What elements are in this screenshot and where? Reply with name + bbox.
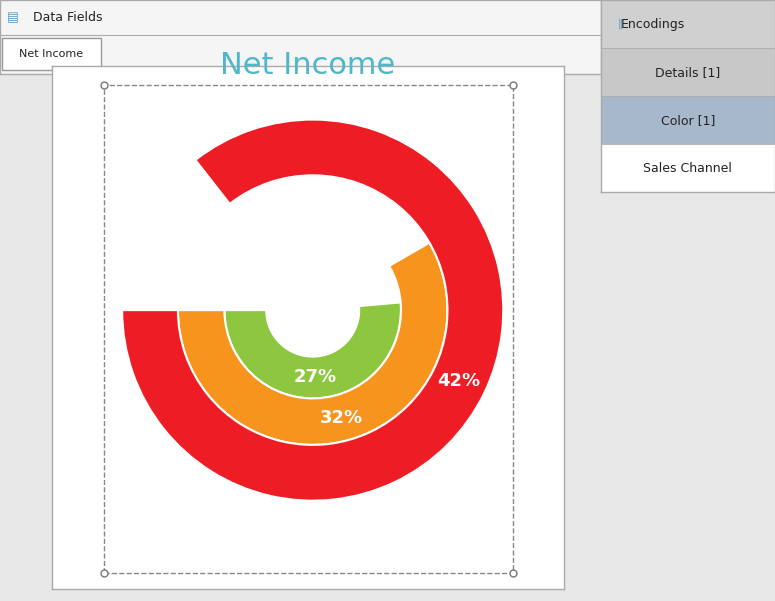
Text: 42%: 42% (437, 373, 480, 391)
Text: ▤: ▤ (7, 11, 19, 24)
Text: 32%: 32% (320, 409, 363, 427)
Text: Net Income: Net Income (19, 49, 84, 59)
Bar (601, 48, 775, 96)
Bar (601, 96, 775, 144)
Bar (104, 85, 512, 573)
Text: ‖: ‖ (618, 19, 624, 29)
Text: Data Fields: Data Fields (33, 11, 102, 24)
Wedge shape (225, 302, 401, 398)
Text: Net Income: Net Income (220, 51, 396, 80)
Bar (601, 144, 775, 192)
FancyBboxPatch shape (2, 38, 101, 70)
Wedge shape (122, 120, 503, 501)
Text: Encodings: Encodings (621, 17, 685, 31)
Text: Color [1]: Color [1] (660, 114, 715, 127)
Bar (601, 0, 775, 48)
Text: 27%: 27% (294, 368, 337, 386)
Text: Details [1]: Details [1] (655, 66, 721, 79)
Text: Sales Channel: Sales Channel (643, 162, 732, 175)
Wedge shape (178, 243, 447, 445)
